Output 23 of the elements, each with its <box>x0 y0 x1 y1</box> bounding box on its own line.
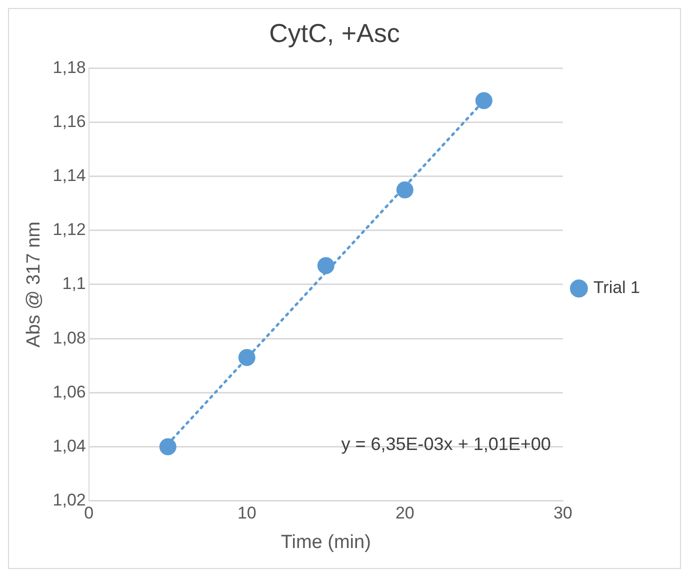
y-tick-label: 1,08 <box>52 328 86 348</box>
x-tick-label: 30 <box>553 504 572 523</box>
y-tick-label: 1,12 <box>52 220 86 240</box>
y-axis-title: Abs @ 317 nm <box>24 222 45 348</box>
point <box>238 349 256 366</box>
y-tick-label: 1,06 <box>52 382 86 402</box>
x-tick-label: 10 <box>237 504 256 523</box>
y-tick-label: 1,02 <box>52 490 86 510</box>
point <box>317 257 334 274</box>
x-tick-label: 20 <box>395 504 414 523</box>
annotation: y = 6,35E-03x + 1,01E+00 <box>341 434 551 454</box>
point <box>159 438 176 456</box>
point <box>396 181 414 198</box>
y-tick-label: 1,1 <box>62 274 86 294</box>
x-tick-label: 0 <box>84 504 94 523</box>
x-axis-title: Time (min) <box>280 532 371 553</box>
chart-title: CytC, +Asc <box>269 18 400 48</box>
point <box>475 92 492 110</box>
legend-label: Trial 1 <box>593 278 640 298</box>
y-tick-label: 1,18 <box>52 58 86 77</box>
y-tick-label: 1,16 <box>52 112 86 131</box>
y-tick-label: 1,04 <box>52 436 86 456</box>
y-tick-label: 1,14 <box>52 166 86 186</box>
